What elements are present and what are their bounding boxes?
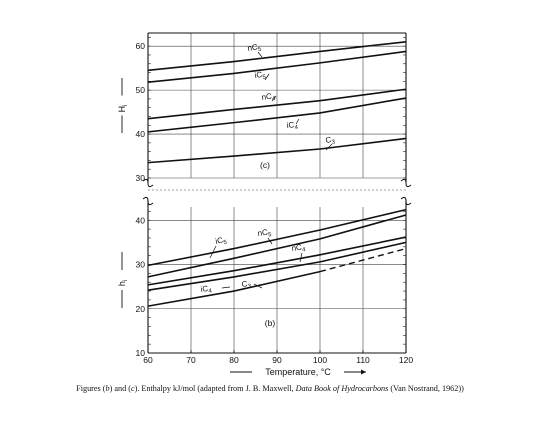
series-line	[147, 97, 407, 133]
series-label: C3	[325, 134, 337, 147]
x-tick-label: 60	[143, 355, 153, 365]
caption-book: Data Book of Hydrocarbons	[295, 384, 389, 393]
panel-label: (b)	[265, 318, 276, 328]
chart-frame: 60 70 80 90 100 110 120 Temperature, °C	[142, 32, 413, 377]
figure-caption: Figures (b) and (c). Enthalpy kJ/mol (ad…	[50, 384, 490, 394]
y-tick-label: 40	[136, 129, 146, 139]
series-label: iC5	[254, 69, 267, 82]
panel-c: 30 40 50 60 Hi nC5 iC5 nC4 iC4 C3 (c)	[117, 33, 407, 183]
arrowhead	[361, 369, 366, 375]
series-line	[147, 236, 407, 286]
x-tick-label: 110	[356, 355, 370, 365]
label-leader	[209, 245, 217, 259]
x-tick-label: 70	[186, 355, 196, 365]
series-line	[147, 50, 407, 84]
x-tick-label: 120	[399, 355, 413, 365]
caption-text-3: ). Enthalpy kJ/mol (adapted from J. B. M…	[134, 384, 296, 393]
y-tick-label: 20	[136, 304, 146, 314]
label-leader	[325, 143, 333, 151]
caption-text-4: (Van Nostrand, 1962))	[388, 384, 464, 393]
series-line	[147, 88, 407, 120]
caption-text-1: Figures (	[76, 384, 106, 393]
x-tick-label: 80	[229, 355, 239, 365]
y-tick-label: 30	[136, 173, 146, 183]
y-tick-label: 10	[136, 348, 146, 358]
series-line	[147, 214, 407, 278]
label-leader	[299, 252, 303, 263]
y-axis-label: hi	[117, 280, 129, 286]
series-line	[147, 137, 407, 164]
x-tick-label: 100	[313, 355, 327, 365]
y-tick-label: 30	[136, 260, 146, 270]
caption-b: b	[105, 384, 110, 393]
series-label: iC5	[215, 235, 229, 248]
label-leader	[271, 95, 277, 102]
axis-break-mark	[142, 178, 154, 206]
series-line	[147, 241, 407, 291]
series-label: nC5	[257, 227, 273, 240]
y-tick-label: 60	[136, 41, 146, 51]
label-leader	[257, 51, 263, 58]
x-axis-label: Temperature, °C	[265, 367, 331, 377]
y-axis-label: Hi	[117, 105, 129, 113]
series-label: nC4	[291, 242, 307, 255]
label-leader	[221, 286, 231, 289]
label-leader	[267, 237, 273, 245]
caption-text-2: ) and (	[109, 384, 131, 393]
label-leader	[264, 73, 270, 81]
series-label: nC5	[247, 42, 263, 55]
panel-label: (c)	[260, 160, 270, 170]
series-line	[147, 270, 321, 307]
enthalpy-chart: 30 40 50 60 Hi nC5 iC5 nC4 iC4 C3 (c) 10 20 30 40 hi iC…	[117, 32, 413, 377]
panel-b: 10 20 30 40 hi iC5 nC5 nC4 iC4 C3 (b)	[117, 207, 407, 358]
label-leader	[295, 118, 300, 125]
y-tick-label: 40	[136, 215, 146, 225]
series-line	[147, 40, 407, 72]
series-line	[147, 208, 407, 267]
caption-c: c	[130, 384, 135, 393]
x-tick-label: 90	[272, 355, 282, 365]
series-label: C3	[241, 279, 252, 291]
y-tick-label: 50	[136, 85, 146, 95]
series-label: iC4	[286, 120, 299, 132]
series-label: iC4	[200, 283, 213, 296]
axis-break-mark	[400, 178, 412, 206]
series-label: nC4	[261, 91, 277, 104]
label-leader	[253, 283, 263, 289]
series-line-dashed	[319, 247, 407, 273]
